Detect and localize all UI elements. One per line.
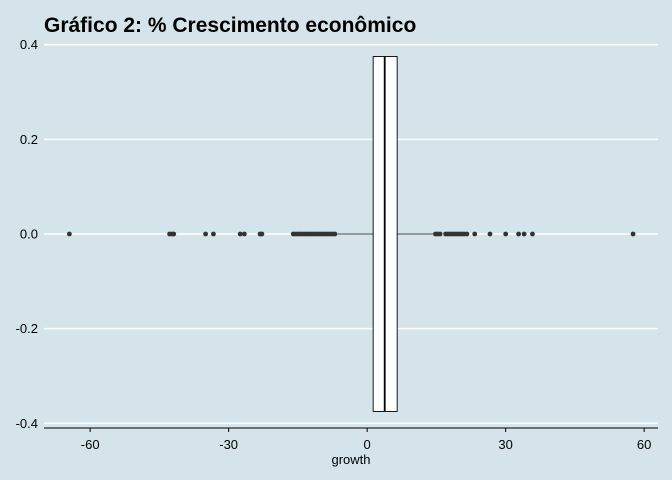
outlier-point: [472, 231, 478, 237]
x-tick-label: 0: [364, 437, 371, 452]
outlier-point: [203, 231, 208, 237]
x-axis-title: growth: [331, 452, 370, 467]
outlier-point: [503, 231, 509, 237]
x-tick-label: 30: [498, 437, 512, 452]
outlier-point: [259, 231, 265, 237]
outlier-point: [530, 231, 535, 237]
outlier-point: [66, 231, 72, 237]
y-tick-label: -0.2: [16, 321, 38, 336]
y-tick-label: -0.4: [16, 416, 38, 431]
outlier-point: [487, 231, 493, 237]
chart-title: Gráfico 2: % Crescimento econômico: [44, 14, 417, 37]
x-tick-label: -60: [81, 437, 100, 452]
outlier-point: [241, 231, 247, 237]
outlier-point: [211, 231, 216, 237]
y-tick-label: 0.4: [20, 37, 38, 52]
y-tick-label: 0.2: [20, 132, 38, 147]
axis-layer: -0.4 -0.2 0.0 0.2 0.4 -60 -30 0 30 60: [16, 37, 658, 452]
x-tick-label: -30: [219, 437, 238, 452]
x-tick-label: 60: [637, 437, 651, 452]
mark-layer: [66, 56, 636, 412]
outlier-point: [521, 231, 527, 237]
outlier-point: [516, 231, 521, 237]
outlier-point: [332, 231, 338, 237]
outlier-point: [464, 231, 470, 237]
outlier-point: [237, 231, 243, 237]
outlier-point: [437, 231, 443, 237]
outlier-point: [630, 231, 636, 237]
y-tick-label: 0.0: [20, 227, 38, 242]
outlier-point: [171, 231, 177, 237]
